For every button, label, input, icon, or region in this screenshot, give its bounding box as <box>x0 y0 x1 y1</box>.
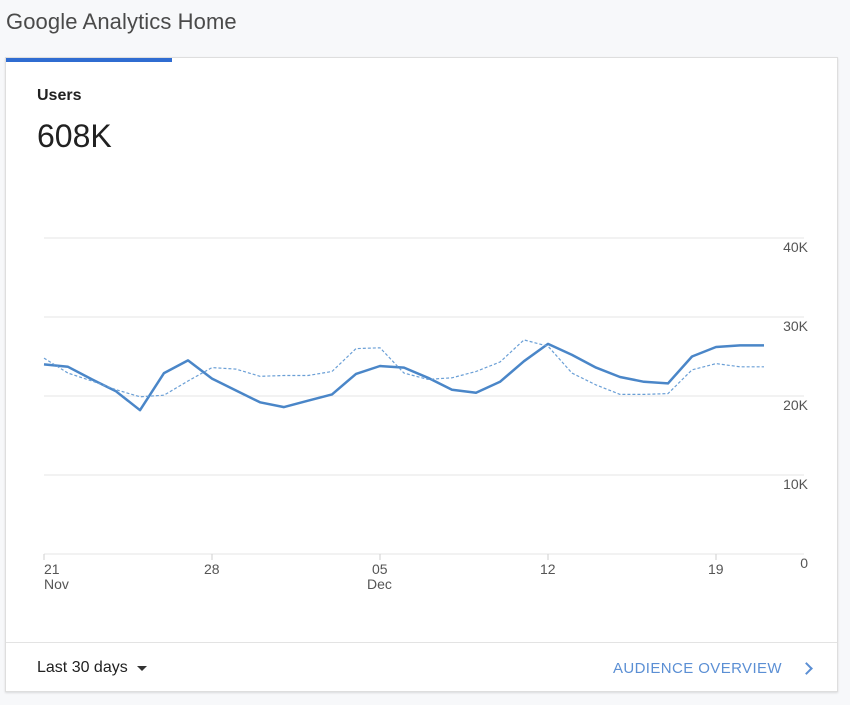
x-tick-sublabel: Nov <box>44 576 69 592</box>
y-tick-label: 30K <box>783 318 809 334</box>
date-range-label: Last 30 days <box>37 659 128 676</box>
active-tab-indicator <box>6 58 172 62</box>
x-tick-label: 21 <box>44 561 60 577</box>
caret-down-icon <box>136 666 147 671</box>
y-tick-label: 40K <box>783 239 809 255</box>
x-tick-label: 19 <box>708 561 724 577</box>
x-tick-sublabel: Dec <box>367 576 392 592</box>
chart-gridlines <box>44 237 804 555</box>
y-axis-ticks: 40K 30K 20K 10K 0 <box>783 239 809 571</box>
comparison-series-line <box>43 339 764 398</box>
y-tick-label: 0 <box>800 555 808 571</box>
audience-overview-label: AUDIENCE OVERVIEW <box>612 660 782 677</box>
metric-value: 608K <box>37 118 112 154</box>
chart-series <box>43 339 764 412</box>
y-tick-label: 10K <box>783 476 809 492</box>
x-tick-label: 28 <box>204 561 220 577</box>
users-card: Users 608K 40K 30K 20K 10K 0 21 Nov 28 05 Dec 12 1… <box>5 57 838 692</box>
date-range-dropdown[interactable]: Last 30 days <box>37 659 147 677</box>
users-series-line <box>43 342 764 412</box>
audience-overview-link[interactable]: AUDIENCE OVERVIEW <box>612 660 813 677</box>
footer-divider <box>6 642 837 643</box>
metric-label: Users <box>37 87 82 104</box>
page-title: Google Analytics Home <box>6 9 237 34</box>
x-tick-label: 05 <box>372 561 388 577</box>
chevron-right-icon <box>800 662 813 675</box>
x-tick-label: 12 <box>540 561 556 577</box>
y-tick-label: 20K <box>783 397 809 413</box>
